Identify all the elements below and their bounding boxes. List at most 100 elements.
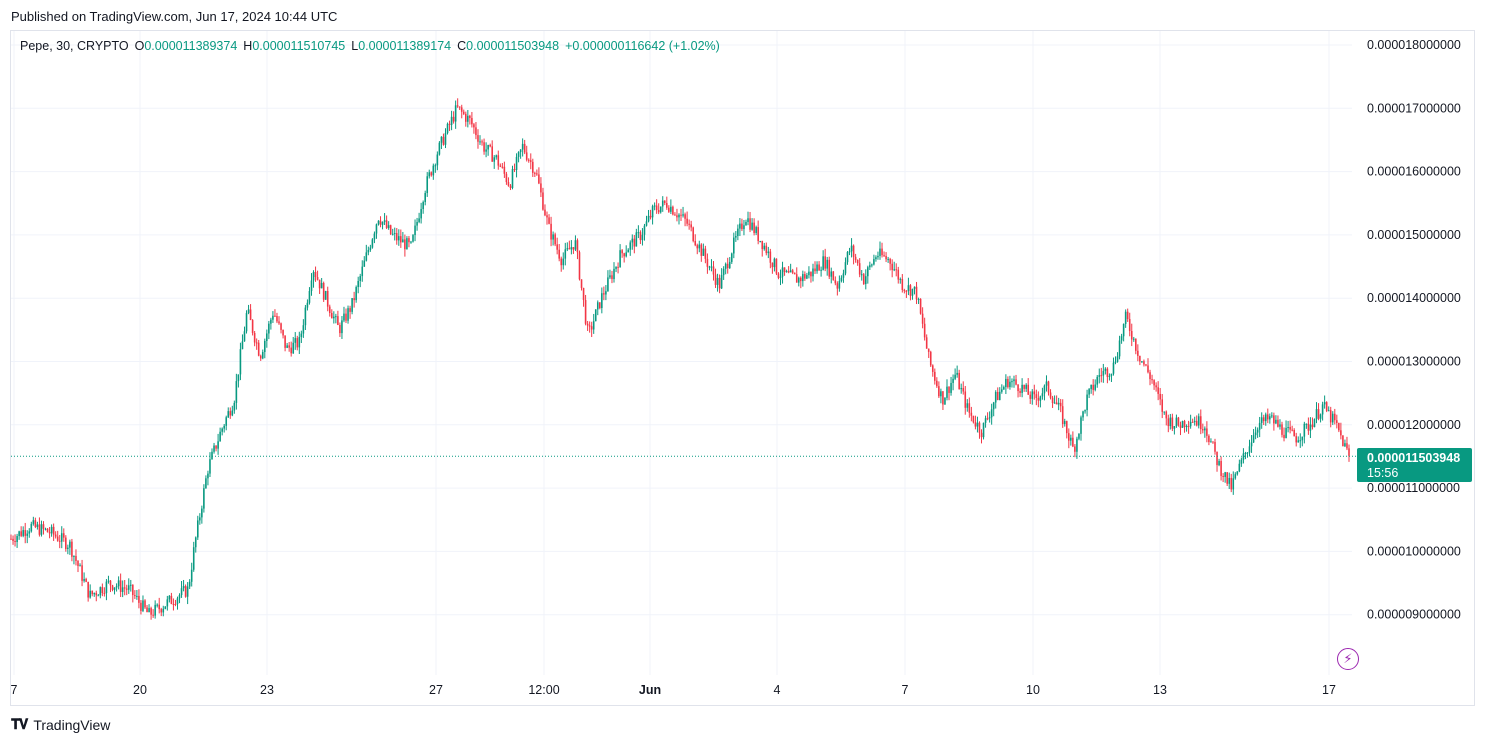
- candle-body: [426, 176, 429, 194]
- candle-body: [885, 256, 887, 260]
- candle-body: [534, 172, 536, 174]
- candle-body: [235, 381, 238, 403]
- candle-body: [1078, 433, 1080, 439]
- candle-body: [1348, 448, 1350, 456]
- candle-body: [1003, 387, 1005, 390]
- candle-body: [227, 411, 230, 418]
- candle-body: [1187, 426, 1190, 428]
- candle-body: [873, 259, 875, 265]
- candle-body: [970, 412, 973, 416]
- candle-body: [1264, 414, 1267, 422]
- time-tick-label: 17: [1322, 683, 1336, 697]
- candle-body: [184, 586, 187, 597]
- candle-body: [1287, 427, 1289, 429]
- candle-body: [929, 351, 932, 366]
- candle-body: [1311, 424, 1314, 428]
- candle-body: [1277, 419, 1279, 427]
- candle-body: [385, 220, 388, 228]
- symbol-label: Pepe, 30, CRYPTO: [20, 39, 129, 53]
- candle-body: [773, 258, 776, 268]
- price-tick-label: 0.000014000000: [1367, 291, 1461, 305]
- candle-body: [278, 321, 280, 324]
- close-label: C: [457, 39, 467, 53]
- candle-body: [1242, 453, 1245, 460]
- lightning-icon[interactable]: ⚡︎: [1337, 648, 1359, 670]
- candle-body: [540, 183, 542, 193]
- candle-body: [546, 215, 548, 218]
- candle-body: [160, 609, 163, 613]
- candle-body: [1323, 402, 1326, 405]
- candle-body: [12, 538, 14, 541]
- candle-body: [826, 259, 829, 269]
- candle-body: [1232, 478, 1235, 490]
- candle-body: [637, 232, 640, 234]
- candle-body: [404, 239, 406, 250]
- candle-body: [568, 248, 571, 250]
- candle-body: [777, 273, 780, 278]
- candle-body: [1344, 443, 1346, 447]
- tradingview-brand[interactable]: 𝐓𝐕 TradingView: [11, 716, 110, 733]
- candle-body: [1202, 429, 1204, 431]
- candle-body: [556, 244, 558, 250]
- candle-body: [469, 115, 471, 119]
- candle-body: [743, 225, 745, 230]
- candle-body: [201, 508, 203, 518]
- candle-body: [1076, 438, 1078, 452]
- candle-body: [899, 278, 902, 280]
- candle-body: [369, 247, 372, 250]
- candle-body: [1169, 417, 1172, 427]
- candle-body: [578, 252, 581, 280]
- candle-body: [406, 238, 408, 250]
- candle-body: [24, 530, 27, 536]
- candle-body: [73, 555, 75, 557]
- candle-body: [316, 277, 319, 280]
- candle-body: [1096, 376, 1099, 385]
- candle-body: [893, 269, 896, 271]
- time-tick-label: 27: [429, 683, 443, 697]
- candle-body: [996, 391, 999, 400]
- candle-body: [791, 270, 794, 273]
- candle-body: [274, 315, 276, 317]
- candle-body: [28, 531, 31, 534]
- time-tick-label: Jun: [639, 683, 661, 697]
- candle-body: [123, 587, 126, 589]
- candle-body: [10, 538, 12, 540]
- candle-body: [806, 275, 808, 279]
- candle-body: [972, 415, 975, 423]
- candle-body: [505, 173, 508, 183]
- candle-body: [1189, 421, 1192, 427]
- candle-body: [716, 277, 719, 285]
- candle-body: [335, 316, 337, 318]
- candle-body: [428, 172, 431, 177]
- candle-body: [726, 263, 729, 269]
- candle-body: [574, 240, 577, 250]
- candle-body: [854, 256, 857, 260]
- price-tick-label: 0.000010000000: [1367, 544, 1461, 558]
- candle-body: [499, 165, 502, 167]
- candle-body: [1246, 452, 1249, 454]
- candle-body: [875, 257, 877, 260]
- candle-body: [869, 265, 871, 268]
- candle-body: [1094, 384, 1097, 390]
- candle-body: [79, 565, 81, 567]
- candle-body: [170, 595, 173, 604]
- candle-body: [1137, 350, 1139, 356]
- candle-body: [793, 272, 796, 275]
- time-axis: 7 20 23 27 12:00 Jun 4 7 10 13 17: [11, 683, 1336, 697]
- candle-body: [682, 214, 684, 216]
- candle-body: [103, 593, 106, 595]
- time-tick-label: 4: [774, 683, 781, 697]
- candle-body: [613, 268, 615, 280]
- price-tick-label: 0.000017000000: [1367, 101, 1461, 115]
- candle-body: [477, 135, 479, 142]
- candle-body: [1340, 430, 1342, 436]
- candle-body: [527, 159, 530, 161]
- candle-body: [1135, 338, 1137, 351]
- candle-body: [290, 347, 292, 354]
- candle-body: [464, 113, 467, 122]
- candle-body: [1084, 410, 1086, 412]
- candle-body: [1313, 419, 1316, 428]
- candle-body: [521, 143, 524, 150]
- candle-body: [714, 274, 717, 285]
